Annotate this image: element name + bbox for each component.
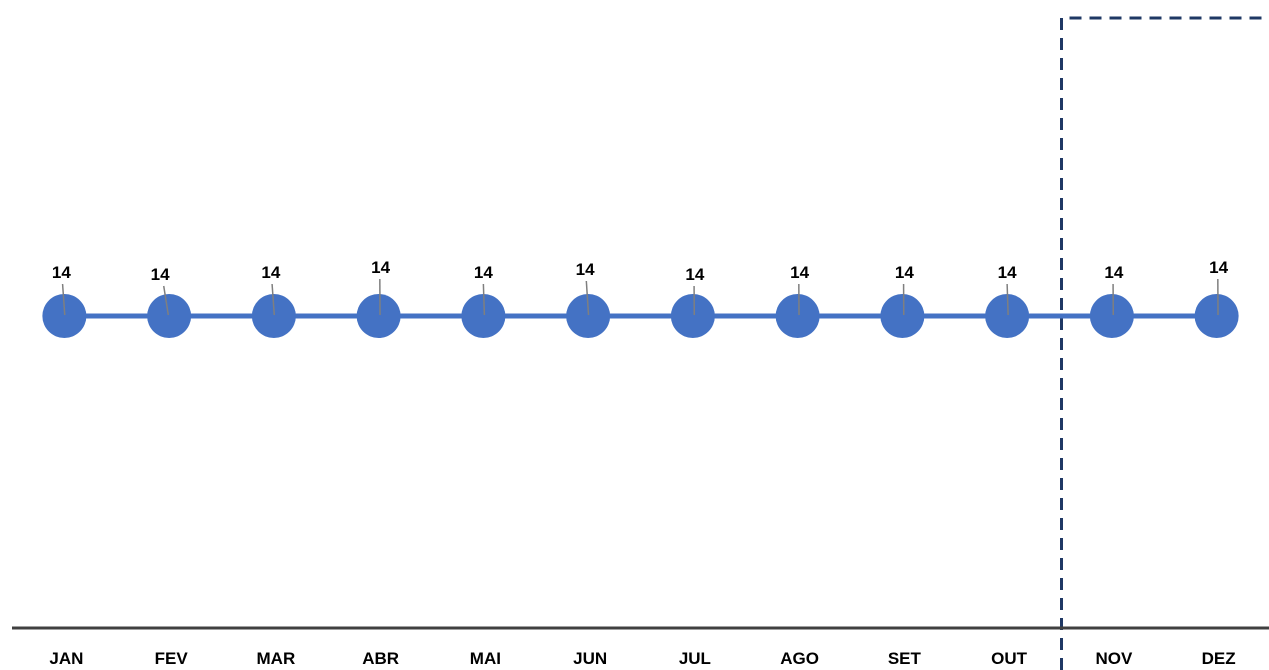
data-point-jan xyxy=(42,294,87,338)
data-label-dez: 14 xyxy=(1209,258,1228,277)
x-tick-label-ago: AGO xyxy=(780,649,819,668)
data-point-jul xyxy=(670,294,715,338)
x-tick-label-nov: NOV xyxy=(1095,649,1133,668)
x-tick-label-set: SET xyxy=(888,649,922,668)
x-tick-label-jun: JUN xyxy=(573,649,607,668)
forecast-highlight-frame xyxy=(1060,16,1269,670)
data-point-jun xyxy=(566,294,611,338)
leader-line xyxy=(162,285,170,316)
highlight-dashed-border xyxy=(1060,16,1269,670)
data-label-fev: 14 xyxy=(151,265,170,284)
data-point-mar xyxy=(251,294,296,338)
data-label-jun: 14 xyxy=(576,260,595,279)
series-line-group xyxy=(42,294,1239,338)
data-point-mai xyxy=(461,294,506,338)
data-point-set xyxy=(880,294,925,338)
x-tick-label-mar: MAR xyxy=(257,649,296,668)
leader-line xyxy=(1006,283,1009,316)
x-tick-label-jul: JUL xyxy=(679,649,711,668)
data-label-jul: 14 xyxy=(685,265,704,284)
data-label-group: 14 14 14 14 14 14 14 14 14 14 14 14 xyxy=(52,258,1229,316)
data-point-nov xyxy=(1089,294,1134,338)
x-tick-label-jan: JAN xyxy=(49,649,83,668)
data-point-ago xyxy=(775,294,820,338)
leader-line xyxy=(271,283,276,316)
x-tick-label-dez: DEZ xyxy=(1202,649,1236,668)
leader-line xyxy=(61,283,66,316)
data-point-abr xyxy=(356,294,401,338)
data-label-set: 14 xyxy=(895,263,914,282)
x-tick-label-fev: FEV xyxy=(155,649,189,668)
data-point-fev xyxy=(147,294,192,338)
x-tick-labels: JAN FEV MAR ABR MAI JUN JUL AGO SET OUT NOV DEZ xyxy=(49,649,1235,668)
data-label-mar: 14 xyxy=(261,263,280,282)
data-label-abr: 14 xyxy=(371,258,390,277)
data-label-out: 14 xyxy=(998,263,1017,282)
x-tick-label-mai: MAI xyxy=(470,649,501,668)
data-label-ago: 14 xyxy=(790,263,809,282)
leader-line xyxy=(585,280,590,316)
data-label-mai: 14 xyxy=(474,263,493,282)
data-label-nov: 14 xyxy=(1104,263,1123,282)
x-tick-label-abr: ABR xyxy=(362,649,399,668)
leader-line xyxy=(482,283,486,316)
data-label-jan: 14 xyxy=(52,263,71,282)
data-point-dez xyxy=(1194,294,1239,338)
x-tick-label-out: OUT xyxy=(991,649,1028,668)
data-point-out xyxy=(985,294,1030,338)
